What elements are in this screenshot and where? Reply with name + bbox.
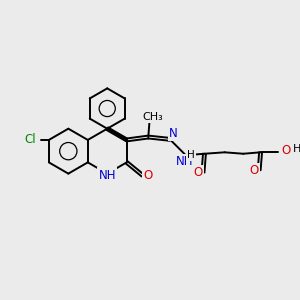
Text: N: N — [169, 127, 178, 140]
Text: O: O — [193, 166, 203, 179]
Text: H: H — [187, 150, 195, 160]
Text: O: O — [281, 143, 291, 157]
Text: CH₃: CH₃ — [142, 112, 163, 122]
Text: O: O — [143, 169, 152, 182]
Text: H: H — [292, 144, 300, 154]
Text: NH: NH — [176, 155, 193, 168]
Text: O: O — [249, 164, 259, 177]
Text: NH: NH — [98, 169, 116, 182]
Text: Cl: Cl — [24, 134, 36, 146]
